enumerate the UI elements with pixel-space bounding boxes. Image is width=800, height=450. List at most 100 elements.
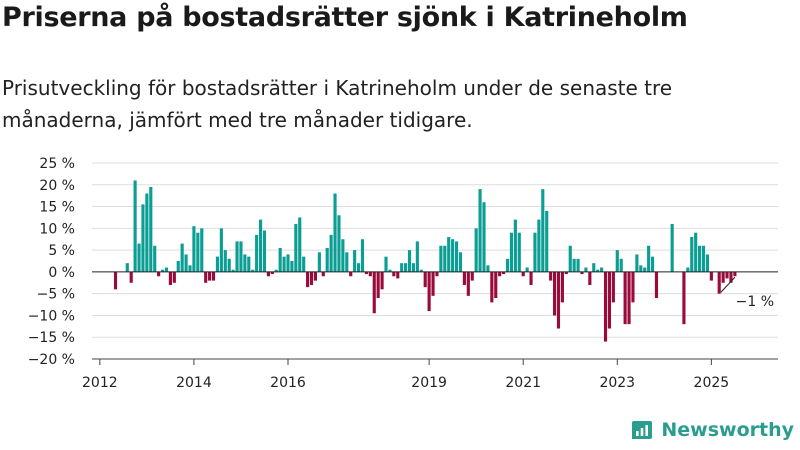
bar [141, 204, 145, 272]
y-tick-label: 20 % [39, 178, 75, 194]
bar [721, 271, 725, 283]
bar [513, 219, 517, 272]
bar [435, 271, 439, 277]
bar [694, 232, 698, 272]
bar [388, 269, 392, 272]
x-tick-label: 2021 [505, 375, 541, 391]
bar [372, 271, 376, 314]
bar [603, 271, 608, 342]
bar [709, 271, 713, 281]
bar [129, 271, 133, 283]
y-tick-label: −10 % [28, 308, 75, 324]
bar [498, 271, 502, 277]
bar [682, 271, 686, 325]
bar [341, 239, 345, 272]
gridlines [92, 162, 778, 338]
bar [243, 254, 247, 272]
bar [466, 271, 470, 296]
bar [172, 271, 176, 283]
bar [729, 271, 733, 283]
x-tick-label: 2014 [176, 375, 212, 391]
bar [160, 269, 165, 272]
bar [627, 271, 631, 325]
bar [255, 234, 259, 272]
bar [290, 261, 294, 272]
y-tick-label: 10 % [39, 221, 75, 237]
bar [517, 232, 521, 272]
bar [639, 265, 643, 272]
bar [168, 271, 172, 285]
bar [309, 271, 314, 285]
bar [470, 271, 474, 281]
bar [364, 271, 368, 275]
bar [376, 271, 380, 299]
bar [306, 271, 310, 288]
bar [400, 263, 404, 272]
bar [423, 271, 427, 288]
bar [478, 189, 482, 272]
bar [180, 243, 184, 272]
bar [247, 256, 251, 272]
y-tick-label: −15 % [28, 330, 75, 346]
y-tick-label: 15 % [39, 200, 75, 216]
bar [192, 226, 196, 272]
bar [294, 223, 298, 272]
bar [564, 271, 568, 275]
bar [486, 265, 490, 272]
bar [439, 245, 443, 272]
bar [215, 256, 220, 272]
bar [615, 250, 619, 272]
bar [337, 215, 341, 272]
bar [286, 254, 290, 272]
bar [329, 234, 333, 272]
bar [654, 271, 659, 299]
bar [490, 271, 494, 303]
bar [407, 250, 412, 272]
bar [698, 245, 702, 272]
bar [125, 263, 129, 272]
bar [211, 271, 216, 281]
bar [529, 271, 533, 285]
bar [572, 258, 576, 272]
bar [164, 267, 169, 272]
bar [396, 271, 400, 279]
bar [600, 267, 604, 272]
bar [454, 241, 459, 272]
bar [325, 247, 329, 272]
bar [580, 271, 584, 275]
bar [525, 267, 529, 272]
bar [282, 256, 286, 272]
bar [619, 258, 623, 272]
bar [451, 239, 455, 272]
bar [184, 254, 188, 272]
x-axis-ticks: 2012 2014 2016 2019 2021 2023 2025 [82, 359, 729, 391]
y-tick-label: −5 % [37, 287, 75, 303]
bar [270, 271, 274, 275]
y-axis-ticks: 25 % 20 % 15 % 10 % 5 % 0 % −5 % −10 % −15 % −20 … [28, 156, 75, 368]
bar [415, 241, 419, 272]
bar [380, 271, 384, 290]
bar [643, 267, 647, 272]
bar [733, 271, 737, 277]
bar [274, 269, 278, 272]
bar [705, 254, 710, 272]
bar [266, 271, 270, 277]
bar [227, 258, 231, 272]
annotation-label: −1 % [736, 294, 774, 310]
x-tick-label: 2012 [82, 375, 118, 391]
x-tick-label: 2019 [411, 375, 447, 391]
bar [431, 271, 435, 296]
bar [588, 271, 592, 285]
bar [560, 271, 564, 303]
y-tick-label: −20 % [28, 352, 75, 368]
bar [176, 261, 180, 272]
bar [239, 241, 243, 272]
y-tick-label: 5 % [48, 243, 75, 259]
bar [204, 271, 208, 283]
bar [113, 271, 118, 290]
brand-name: Newsworthy [661, 419, 794, 441]
bar [533, 232, 537, 272]
bar [552, 271, 557, 316]
bar [623, 271, 627, 325]
chart-subtitle: Prisutveckling för bostadsrätter i Katri… [2, 76, 673, 132]
